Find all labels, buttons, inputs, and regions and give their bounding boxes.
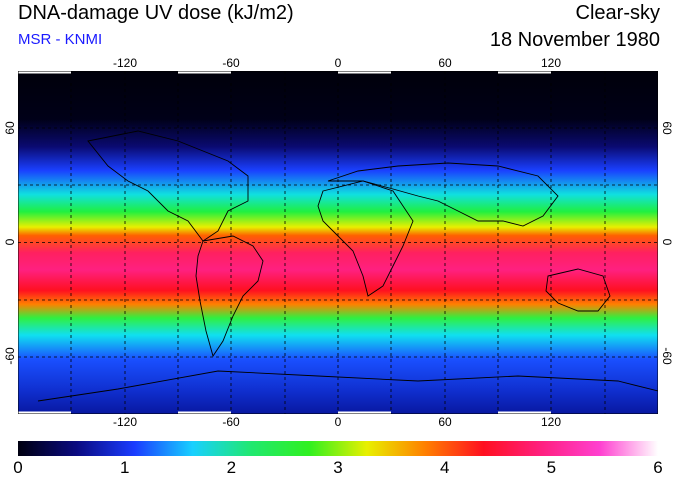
- colorbar-gradient: [18, 441, 658, 456]
- colorbar-label: 5: [546, 458, 557, 477]
- lat-tick-left: 60: [3, 121, 17, 135]
- lon-tick-bottom: 60: [438, 415, 452, 429]
- lon-tick-top: 0: [334, 56, 342, 70]
- colorbar-label: 4: [439, 458, 450, 477]
- lon-tick-bottom: -60: [222, 415, 240, 429]
- colorbar: [18, 441, 658, 456]
- lon-tick-top: -120: [112, 56, 138, 70]
- lon-tick-bottom: 120: [540, 415, 562, 429]
- africa-outline: [317, 180, 414, 297]
- lon-tick-top: 120: [540, 56, 562, 70]
- graticule: [18, 71, 658, 414]
- uv-dose-map: [18, 71, 658, 414]
- lat-tick-right: -60: [660, 347, 674, 365]
- south-america-outline: [195, 235, 264, 358]
- continent-outlines: [37, 130, 658, 402]
- colorbar-label: 0: [13, 458, 23, 477]
- lon-tick-bottom: -120: [112, 415, 138, 429]
- chart-title: DNA-damage UV dose (kJ/m2): [18, 2, 294, 24]
- source-label: MSR - KNMI: [18, 31, 103, 48]
- lat-tick-left: 0: [3, 238, 17, 246]
- lon-tick-top: 60: [438, 56, 452, 70]
- eurasia-outline: [327, 162, 559, 227]
- north-america-outline: [87, 130, 249, 242]
- lon-tick-bottom: 0: [334, 415, 342, 429]
- lat-tick-left: -60: [3, 347, 17, 365]
- colorbar-label: 2: [226, 458, 237, 477]
- date-label: 18 November 1980: [489, 29, 660, 51]
- lat-tick-right: 0: [660, 238, 674, 246]
- colorbar-label: 1: [119, 458, 130, 477]
- lon-tick-top: -60: [222, 56, 240, 70]
- australia-outline: [545, 268, 611, 312]
- colorbar-label: 6: [653, 458, 663, 477]
- antarctica-outline: [37, 370, 658, 402]
- lat-tick-right: 60: [660, 121, 674, 135]
- frame-ticks: [18, 71, 551, 414]
- sky-condition-label: Clear-sky: [575, 2, 660, 24]
- colorbar-label: 3: [333, 458, 343, 477]
